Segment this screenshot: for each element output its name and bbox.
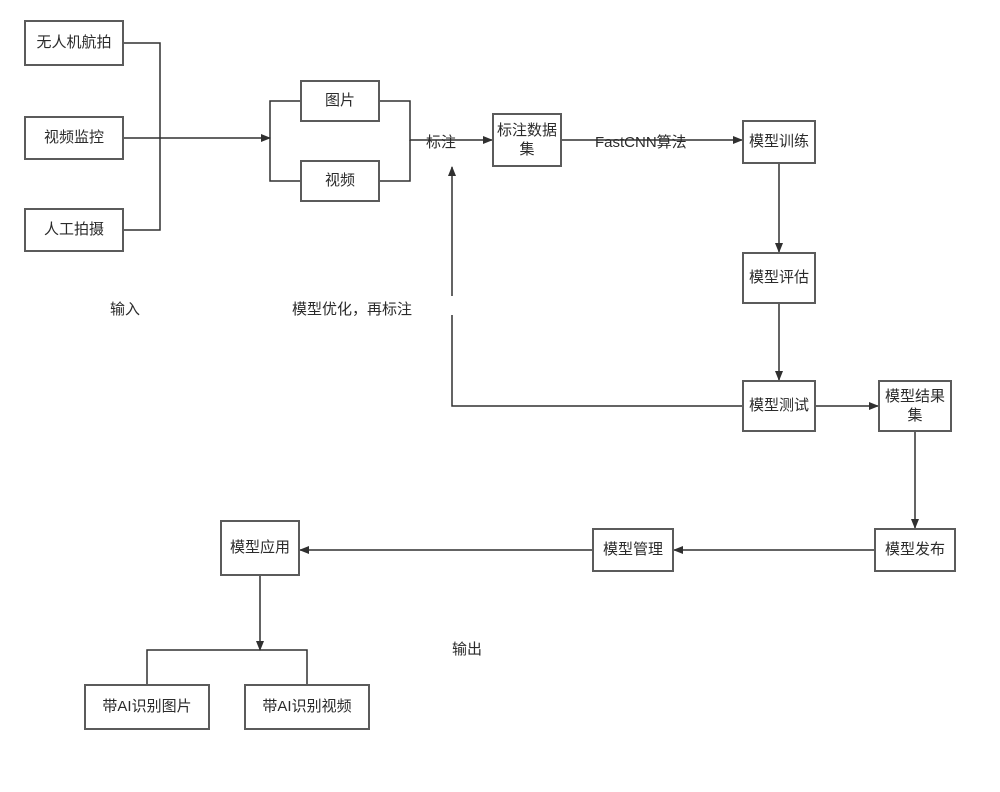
node-media_vid: 视频 — [300, 160, 380, 202]
node-apply: 模型应用 — [220, 520, 300, 576]
node-manage: 模型管理 — [592, 528, 674, 572]
edge-out_bus-out_vid — [260, 650, 307, 684]
label-lbl_fastcnn: FastCNN算法 — [595, 131, 687, 152]
node-train: 模型训练 — [742, 120, 816, 164]
node-media_img: 图片 — [300, 80, 380, 122]
label-lbl_optimize: 模型优化，再标注 — [292, 298, 412, 319]
flowchart-canvas: 无人机航拍视频监控人工拍摄图片视频标注数据集模型训练模型评估模型测试模型结果集模… — [0, 0, 1000, 792]
edge-media_bus-media_img — [270, 101, 300, 138]
edge-src_manual-bus_in — [124, 138, 160, 230]
node-publish: 模型发布 — [874, 528, 956, 572]
edge-src_drone-bus_in — [124, 43, 160, 138]
node-out_img: 带AI识别图片 — [84, 684, 210, 730]
label-lbl_annot: 标注 — [426, 131, 456, 152]
node-out_vid: 带AI识别视频 — [244, 684, 370, 730]
node-result_set: 模型结果集 — [878, 380, 952, 432]
edge-test-feedback — [452, 315, 742, 406]
edge-out_bus-out_img — [147, 650, 260, 684]
node-src_drone: 无人机航拍 — [24, 20, 124, 66]
edge-media_bus-media_vid — [270, 138, 300, 181]
node-src_video: 视频监控 — [24, 116, 124, 160]
node-annot_set: 标注数据集 — [492, 113, 562, 167]
node-src_manual: 人工拍摄 — [24, 208, 124, 252]
label-lbl_input: 输入 — [110, 298, 140, 319]
label-lbl_output: 输出 — [452, 638, 482, 659]
node-eval: 模型评估 — [742, 252, 816, 304]
edge-media_vid-annot_join — [380, 140, 410, 181]
node-test: 模型测试 — [742, 380, 816, 432]
